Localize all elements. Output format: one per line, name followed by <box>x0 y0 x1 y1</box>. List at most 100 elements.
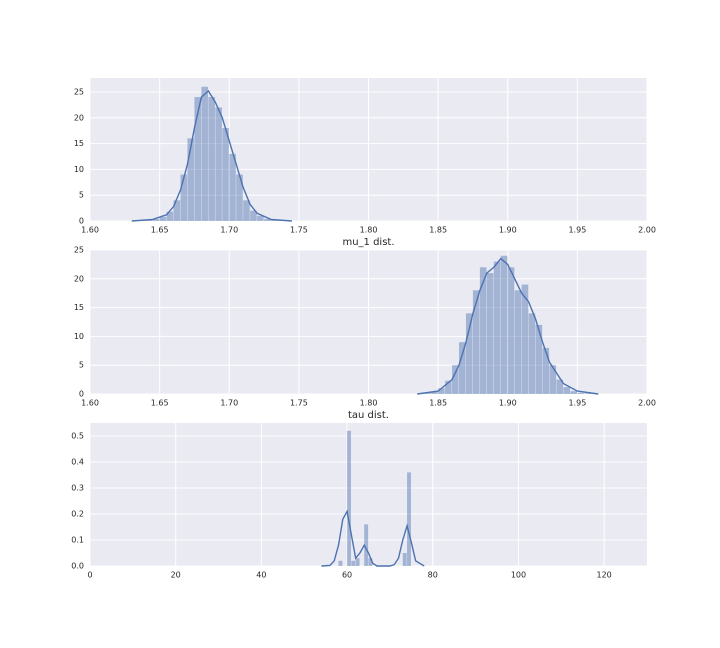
x-tick-label: 1.90 <box>499 399 517 408</box>
x-tick-label: 20 <box>171 571 181 580</box>
histogram-bar <box>438 388 445 394</box>
histogram-bar <box>208 97 215 221</box>
histogram-bar <box>556 379 564 394</box>
x-axis-label: mu_1 dist. <box>342 237 394 248</box>
histogram-bar <box>338 560 343 566</box>
histogram-bar <box>500 255 508 394</box>
x-tick-label: 1.95 <box>568 226 586 235</box>
histogram-bar <box>402 553 407 566</box>
y-tick-label: 15 <box>74 303 84 312</box>
y-tick-label: 0.4 <box>71 458 84 467</box>
plot-area <box>90 423 647 566</box>
x-tick-label: 1.70 <box>220 399 238 408</box>
histogram-bar <box>549 365 557 394</box>
histogram-bar <box>521 284 529 394</box>
histogram-bar <box>507 267 515 394</box>
histogram-bar <box>472 290 480 394</box>
histogram-bar <box>257 215 264 221</box>
histogram-bar <box>465 313 473 394</box>
x-axis-label: tau dist. <box>348 410 389 421</box>
histogram-bar <box>166 211 174 221</box>
histogram-bar <box>542 347 550 394</box>
kde-line <box>321 509 425 567</box>
histogram-bar <box>222 128 229 221</box>
x-tick-label: 2.00 <box>638 399 656 408</box>
histogram-bar <box>229 153 236 221</box>
histogram-bar <box>459 342 466 394</box>
histogram-bar <box>236 174 243 221</box>
x-tick-label: 0 <box>87 571 92 580</box>
histogram-bar <box>584 393 591 394</box>
x-tick-label: 1.75 <box>290 226 308 235</box>
y-tick-label: 15 <box>74 139 84 148</box>
y-tick-label: 10 <box>74 332 84 341</box>
histogram-bar <box>364 524 369 566</box>
histogram-bar <box>201 86 208 221</box>
histogram-bar <box>452 365 459 394</box>
x-tick-label: 1.70 <box>220 226 238 235</box>
histogram-bar <box>570 391 577 394</box>
histogram-bar <box>194 97 201 221</box>
y-tick-label: 20 <box>74 274 84 283</box>
x-tick-label: 60 <box>342 571 352 580</box>
histogram-bar <box>173 200 181 221</box>
histogram-bar <box>180 174 188 221</box>
histogram-bar <box>355 558 360 566</box>
histogram-bar <box>535 324 543 394</box>
histogram-bar <box>187 138 195 221</box>
x-tick-label: 1.60 <box>81 399 99 408</box>
histogram-bar <box>250 210 257 221</box>
x-tick-label: 100 <box>511 571 526 580</box>
x-tick-label: 2.00 <box>638 226 656 235</box>
histogram-bar <box>514 290 522 394</box>
histogram-bar <box>486 273 494 394</box>
y-tick-label: 5 <box>79 361 84 370</box>
kde-line <box>417 257 599 395</box>
histogram-bar <box>347 430 351 566</box>
histogram-bar <box>424 393 431 394</box>
histogram-bar <box>368 558 373 566</box>
x-tick-label: 40 <box>256 571 266 580</box>
histogram-bar <box>243 200 250 221</box>
kde-line <box>131 89 292 222</box>
y-tick-label: 25 <box>74 246 84 255</box>
y-tick-label: 25 <box>74 87 84 96</box>
x-tick-label: 1.65 <box>151 226 169 235</box>
histogram-bar <box>431 391 438 394</box>
y-tick-label: 0.3 <box>71 484 84 493</box>
histogram-bar <box>264 218 271 221</box>
histogram-bar <box>563 387 571 394</box>
histogram-bar <box>215 107 222 221</box>
histogram-bar <box>145 219 153 221</box>
x-tick-label: 1.95 <box>568 399 586 408</box>
y-tick-label: 5 <box>79 191 84 200</box>
y-tick-label: 0.2 <box>71 510 84 519</box>
y-tick-label: 0.5 <box>71 432 84 441</box>
x-tick-label: 120 <box>597 571 612 580</box>
histogram-bar <box>528 313 536 394</box>
histogram-bar <box>493 261 501 394</box>
histogram-bar <box>351 560 356 566</box>
histogram-bar <box>407 472 411 566</box>
x-tick-label: 1.60 <box>81 226 99 235</box>
x-tick-label: 80 <box>428 571 438 580</box>
histogram-bar <box>152 218 160 221</box>
histogram-bar <box>479 267 487 394</box>
histogram-bar <box>159 216 167 221</box>
y-tick-label: 0 <box>79 217 84 226</box>
histogram-bar <box>271 219 278 221</box>
y-tick-label: 0 <box>79 390 84 399</box>
histogram-bar <box>577 392 584 394</box>
y-tick-label: 10 <box>74 165 84 174</box>
y-tick-label: 0.0 <box>71 562 84 571</box>
x-tick-label: 1.85 <box>429 226 447 235</box>
x-tick-label: 1.75 <box>290 399 308 408</box>
y-tick-label: 20 <box>74 113 84 122</box>
x-tick-label: 1.80 <box>360 226 378 235</box>
x-tick-label: 1.80 <box>360 399 378 408</box>
x-tick-label: 1.85 <box>429 399 447 408</box>
x-tick-label: 1.65 <box>151 399 169 408</box>
x-tick-label: 1.90 <box>499 226 517 235</box>
y-tick-label: 0.1 <box>71 536 84 545</box>
